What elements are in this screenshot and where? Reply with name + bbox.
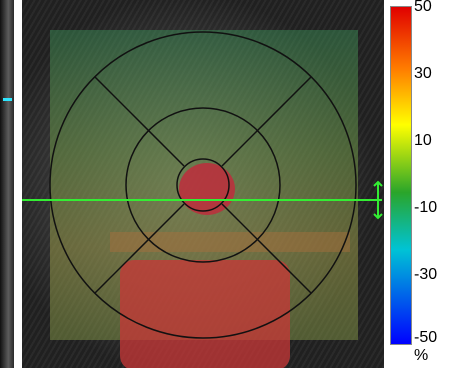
colorbar-tick-label: 30	[414, 65, 432, 82]
etdrs-grid-overlay	[22, 31, 383, 339]
inner-ring	[176, 158, 230, 212]
sector-line-sw	[94, 203, 185, 294]
colorbar-tick-label: -30	[414, 266, 438, 283]
outer-ring	[49, 31, 357, 339]
retinal-thickness-map	[22, 0, 384, 368]
colorbar-unit-label: %	[414, 347, 429, 364]
adjacent-image-strip	[0, 0, 14, 368]
heatmap-band	[110, 232, 350, 252]
colorbar-tick-label: -50	[414, 329, 438, 346]
scan-line-handle[interactable]	[373, 180, 383, 220]
strip-marker	[3, 98, 12, 101]
sector-line-ne	[221, 76, 312, 167]
sector-line-se	[221, 203, 312, 294]
colorbar-tick-label: 10	[414, 132, 432, 149]
colorbar-tick-label: -10	[414, 199, 438, 216]
colorbar-tick-label: 50	[414, 0, 432, 15]
thickness-colorbar	[390, 6, 412, 345]
sector-line-nw	[94, 76, 185, 167]
heatmap-hot-region-inferior	[120, 260, 290, 368]
middle-ring	[125, 107, 281, 263]
